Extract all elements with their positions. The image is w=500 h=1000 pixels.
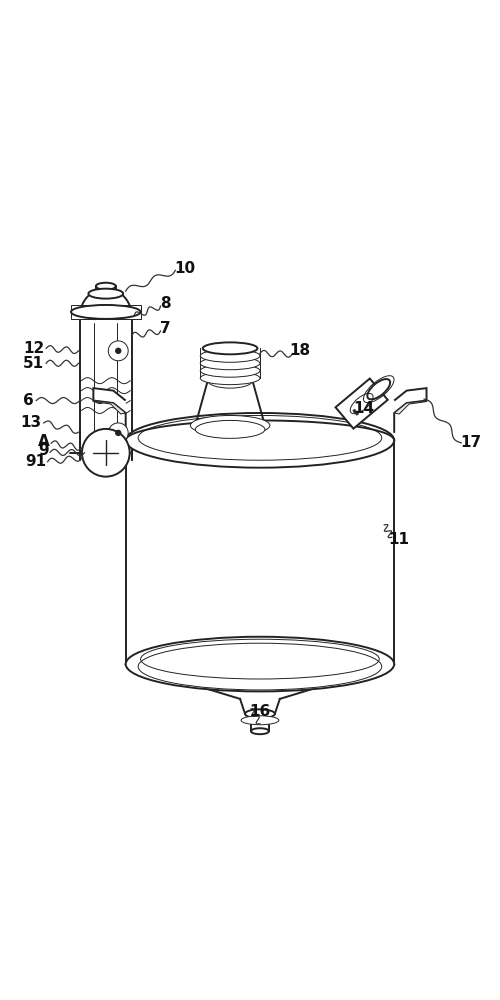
Text: A: A	[38, 434, 50, 449]
Ellipse shape	[190, 415, 270, 435]
Ellipse shape	[96, 285, 116, 292]
Text: 91: 91	[26, 454, 47, 469]
Circle shape	[116, 430, 120, 435]
Ellipse shape	[368, 379, 390, 399]
Ellipse shape	[245, 709, 275, 718]
Ellipse shape	[126, 637, 394, 691]
Polygon shape	[80, 289, 132, 316]
Ellipse shape	[200, 364, 260, 377]
Text: 9: 9	[38, 443, 49, 458]
Text: 11: 11	[388, 532, 409, 547]
Ellipse shape	[203, 342, 258, 354]
Ellipse shape	[251, 728, 269, 734]
Polygon shape	[394, 401, 426, 414]
Text: 8: 8	[160, 296, 171, 311]
Ellipse shape	[96, 283, 116, 290]
Circle shape	[108, 423, 128, 443]
Text: 10: 10	[175, 261, 196, 276]
Circle shape	[116, 348, 120, 353]
Text: 18: 18	[289, 343, 310, 358]
Text: 7: 7	[160, 321, 171, 336]
Ellipse shape	[196, 420, 265, 438]
Circle shape	[82, 429, 130, 477]
Polygon shape	[394, 388, 426, 433]
Ellipse shape	[71, 305, 140, 319]
Ellipse shape	[200, 349, 260, 362]
Ellipse shape	[200, 357, 260, 370]
Ellipse shape	[88, 289, 123, 299]
Ellipse shape	[208, 373, 252, 388]
Polygon shape	[336, 379, 388, 429]
Text: 17: 17	[460, 435, 482, 450]
Text: 13: 13	[20, 415, 42, 430]
Text: 6: 6	[24, 393, 34, 408]
Ellipse shape	[126, 413, 394, 468]
Text: 51: 51	[23, 356, 44, 371]
Text: 12: 12	[23, 341, 44, 356]
Polygon shape	[94, 401, 126, 414]
Text: 14: 14	[354, 401, 375, 416]
Circle shape	[108, 341, 128, 361]
Polygon shape	[94, 388, 126, 433]
Bar	[71, 305, 140, 319]
Ellipse shape	[200, 372, 260, 385]
Text: 16: 16	[250, 704, 270, 719]
Ellipse shape	[241, 716, 279, 725]
